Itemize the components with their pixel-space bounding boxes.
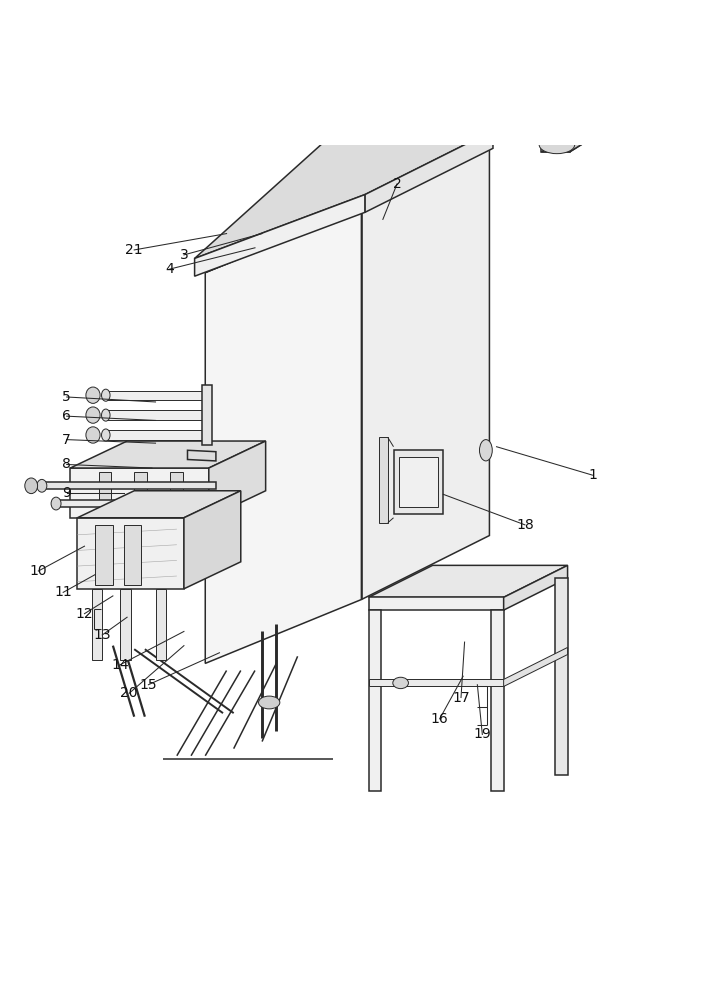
- Polygon shape: [134, 472, 147, 514]
- Text: 19: 19: [473, 727, 491, 741]
- Polygon shape: [369, 610, 382, 791]
- Polygon shape: [541, 10, 570, 152]
- Text: 4: 4: [165, 262, 174, 276]
- Ellipse shape: [51, 497, 61, 510]
- Text: 1: 1: [588, 468, 597, 482]
- Polygon shape: [365, 131, 493, 212]
- Text: 5: 5: [62, 390, 71, 404]
- Polygon shape: [570, 0, 598, 152]
- Polygon shape: [195, 131, 493, 258]
- Polygon shape: [106, 391, 205, 400]
- Polygon shape: [106, 430, 205, 440]
- Polygon shape: [369, 679, 503, 686]
- Polygon shape: [209, 441, 266, 518]
- Polygon shape: [491, 610, 503, 791]
- Text: 2: 2: [392, 177, 402, 191]
- Ellipse shape: [102, 389, 110, 401]
- Ellipse shape: [271, 62, 289, 75]
- Polygon shape: [362, 145, 490, 599]
- Polygon shape: [479, 42, 507, 131]
- Text: 6: 6: [62, 409, 71, 423]
- Polygon shape: [99, 472, 112, 514]
- Polygon shape: [400, 457, 437, 507]
- Ellipse shape: [86, 407, 100, 423]
- Text: 8: 8: [62, 457, 71, 471]
- Polygon shape: [555, 578, 568, 775]
- Polygon shape: [503, 565, 568, 610]
- Ellipse shape: [86, 387, 100, 403]
- Text: 15: 15: [140, 678, 158, 692]
- Text: 14: 14: [111, 658, 129, 672]
- Polygon shape: [255, 91, 315, 131]
- Polygon shape: [42, 482, 216, 489]
- Polygon shape: [95, 525, 113, 585]
- Text: 3: 3: [180, 248, 188, 262]
- Polygon shape: [77, 518, 184, 589]
- Ellipse shape: [25, 478, 37, 494]
- Ellipse shape: [480, 440, 493, 461]
- Polygon shape: [255, 67, 369, 91]
- Ellipse shape: [86, 427, 100, 443]
- Polygon shape: [379, 437, 388, 523]
- Polygon shape: [432, 42, 507, 60]
- Text: 13: 13: [93, 628, 111, 642]
- Polygon shape: [92, 589, 102, 660]
- Polygon shape: [120, 589, 130, 660]
- Polygon shape: [77, 491, 241, 518]
- Polygon shape: [170, 472, 183, 514]
- Polygon shape: [394, 450, 443, 514]
- Ellipse shape: [102, 429, 110, 441]
- Text: 16: 16: [431, 712, 449, 726]
- Ellipse shape: [539, 136, 575, 154]
- Text: 7: 7: [62, 433, 71, 447]
- Polygon shape: [432, 60, 479, 131]
- Polygon shape: [56, 500, 213, 507]
- Polygon shape: [202, 385, 213, 445]
- Ellipse shape: [37, 479, 47, 492]
- Polygon shape: [479, 10, 550, 67]
- Ellipse shape: [258, 696, 280, 709]
- Polygon shape: [70, 441, 266, 468]
- Polygon shape: [541, 134, 598, 152]
- Polygon shape: [184, 491, 241, 589]
- Text: 11: 11: [54, 585, 72, 599]
- Polygon shape: [70, 468, 209, 518]
- Polygon shape: [205, 145, 490, 273]
- Text: 20: 20: [120, 686, 138, 700]
- Polygon shape: [188, 450, 216, 461]
- Polygon shape: [369, 597, 503, 610]
- Text: 17: 17: [453, 691, 470, 705]
- Polygon shape: [369, 565, 568, 597]
- Polygon shape: [124, 525, 141, 585]
- Text: 9: 9: [62, 486, 71, 500]
- Ellipse shape: [102, 409, 110, 421]
- Text: 18: 18: [516, 518, 534, 532]
- Polygon shape: [195, 195, 365, 276]
- Text: 12: 12: [76, 607, 93, 621]
- Polygon shape: [155, 589, 166, 660]
- Text: 21: 21: [125, 243, 143, 257]
- Ellipse shape: [393, 677, 408, 689]
- Text: 10: 10: [29, 564, 47, 578]
- Polygon shape: [106, 410, 205, 420]
- Polygon shape: [503, 647, 568, 686]
- Polygon shape: [315, 67, 369, 131]
- Polygon shape: [205, 209, 362, 663]
